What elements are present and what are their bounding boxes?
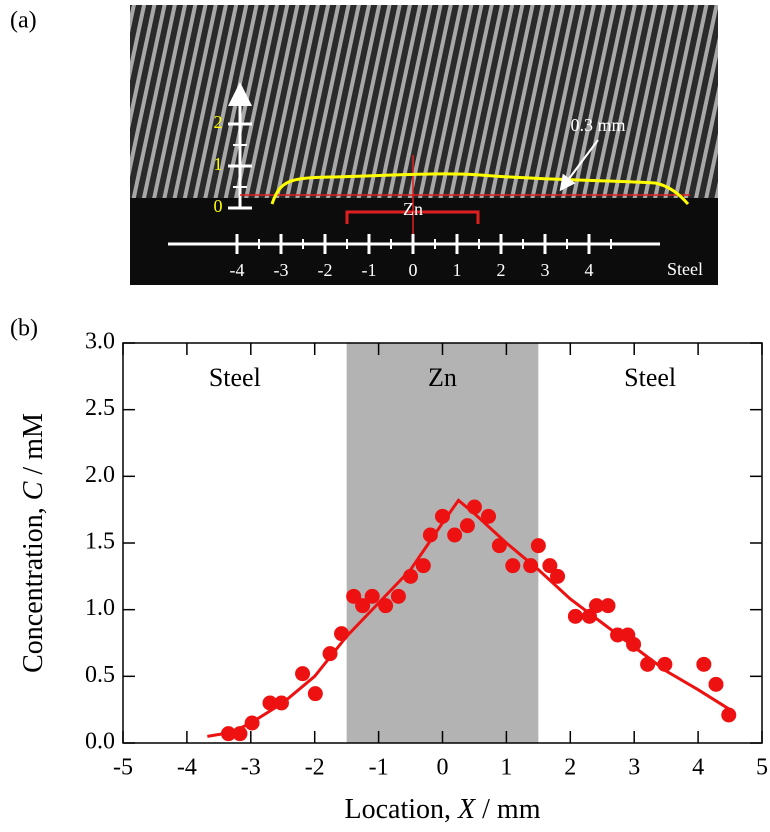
y-tick-label: 1.5: [85, 529, 115, 555]
scale-label: -3: [274, 260, 289, 280]
plot-frame: [122, 342, 763, 744]
x-tick-label: 3: [628, 755, 640, 781]
data-point: [346, 588, 362, 604]
data-point: [447, 527, 463, 543]
data-point: [334, 626, 350, 642]
data-point: [390, 588, 406, 604]
data-point: [322, 646, 338, 662]
x-tick-label: 2: [564, 755, 576, 781]
scale-label: 1: [453, 260, 462, 280]
panel-label: (b): [10, 316, 38, 342]
y-tick-label: 0.5: [85, 662, 115, 688]
data-point: [459, 518, 475, 534]
x-tick-label: 1: [500, 755, 512, 781]
data-point: [657, 656, 673, 672]
x-tick-label: 0: [437, 755, 449, 781]
data-point: [588, 598, 604, 614]
data-point: [708, 676, 724, 692]
scale-label: 2: [214, 112, 223, 132]
data-point: [640, 656, 656, 672]
data-point: [378, 598, 394, 614]
data-point: [244, 715, 260, 731]
data-point: [542, 558, 558, 574]
x-axis-label: Location, X / mm: [345, 794, 541, 825]
data-point: [505, 558, 521, 574]
data-point: [721, 707, 737, 723]
data-point: [415, 558, 431, 574]
x-axis-label-part: Location,: [345, 794, 459, 825]
data-point: [307, 686, 323, 702]
x-tick-label: 5: [756, 755, 768, 781]
scale-label: 1: [214, 154, 223, 174]
x-axis-label-part: / mm: [475, 794, 541, 825]
annotation: 0.3 mm: [570, 115, 625, 135]
data-point: [220, 726, 236, 742]
x-tick-label: -5: [113, 755, 133, 781]
y-axis-label-part: / mM: [18, 413, 49, 482]
y-tick-label: 1.0: [85, 595, 115, 621]
scale-label: -1: [362, 260, 377, 280]
x-axis-label-part: X: [457, 794, 476, 825]
region-label: Zn: [428, 363, 457, 392]
data-point: [530, 538, 546, 554]
data-point: [364, 588, 380, 604]
annotation-arrow: [559, 139, 599, 192]
panel-b: (b) Steel Zn Steel -5 -4 -3 -2 -1 0 1 2 3 4 5 0.0 0.5 1.…: [10, 316, 768, 826]
data-point: [232, 726, 248, 742]
y-axis-label-part: Concentration,: [18, 500, 49, 673]
y-tick-label: 2.5: [85, 395, 115, 421]
y-tick-label: 3.0: [85, 329, 115, 355]
scale-label: -2: [318, 260, 333, 280]
steel-label: Steel: [667, 259, 703, 279]
data-point: [355, 598, 371, 614]
profile-curve: [270, 172, 690, 205]
data-point: [481, 508, 497, 524]
scale-label: -4: [230, 260, 245, 280]
data-point: [262, 695, 278, 711]
data-point: [523, 558, 539, 574]
x-tick-label: -3: [241, 755, 261, 781]
data-point: [422, 527, 438, 543]
scale-label: 3: [541, 260, 550, 280]
scale-label: 0: [409, 260, 418, 280]
x-tick-label: 4: [692, 755, 704, 781]
y-axis-label-part: C: [18, 481, 49, 500]
zn-bracket: [345, 210, 480, 224]
x-tick-label: -1: [369, 755, 389, 781]
x-tick-label: -4: [177, 755, 197, 781]
panel-label: (a): [10, 8, 37, 34]
y-tick-label: 2.0: [85, 462, 115, 488]
data-point: [295, 666, 311, 682]
data-point: [696, 656, 712, 672]
data-point: [567, 608, 583, 624]
data-point: [491, 538, 507, 554]
scale-label: 4: [585, 260, 594, 280]
region-label: Steel: [624, 363, 676, 392]
scale-label: 0: [214, 196, 223, 216]
data-point: [600, 598, 616, 614]
x-tick-label: -2: [305, 755, 325, 781]
y-axis-label: Concentration, C / mM: [18, 413, 49, 673]
region-label: Steel: [209, 363, 261, 392]
data-point: [466, 499, 482, 515]
zn-label: Zn: [403, 199, 423, 219]
data-point: [626, 636, 642, 652]
data-point: [403, 568, 419, 584]
panel-a: (a) Zn 0.3 mm Steel -4 -3 -2 -1 0 1 2 3 4 0 1 2: [10, 5, 718, 285]
data-point: [550, 568, 566, 584]
shaded-region: [346, 343, 539, 743]
scale-label: 2: [497, 260, 506, 280]
data-point: [435, 508, 450, 524]
data-point: [581, 608, 597, 624]
y-tick-label: 0.0: [85, 729, 115, 755]
data-point: [273, 695, 289, 711]
